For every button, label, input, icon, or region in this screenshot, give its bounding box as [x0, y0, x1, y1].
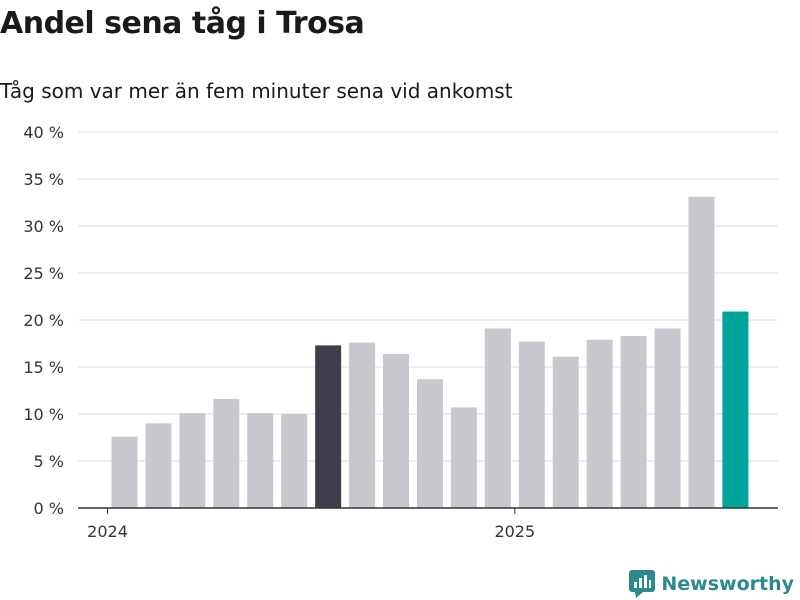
y-tick-label: 0 % [34, 499, 64, 518]
bar-2024-12 [484, 328, 511, 508]
bars [111, 196, 749, 509]
bar-2025-03 [586, 339, 613, 508]
axes: 0 % 5 % 10 % 15 % 20 % 25 % 30 % 35 % 40 % 2024 20… [23, 123, 778, 541]
bar-2025-06 [688, 196, 715, 509]
bar-2024-11 [450, 407, 477, 508]
brand-logo: Newsworthy [629, 570, 794, 598]
y-tick-label: 40 % [23, 123, 64, 142]
y-tick-label: 25 % [23, 264, 64, 283]
bar-2025-05 [654, 328, 681, 508]
bar-2024-01 [111, 436, 138, 508]
bar-2024-02 [145, 423, 172, 508]
x-tick-label: 2024 [87, 522, 128, 541]
y-tick-label: 10 % [23, 405, 64, 424]
y-tick-label: 5 % [34, 452, 64, 471]
bar-2025-07 [722, 311, 749, 508]
grid-lines [78, 131, 778, 462]
y-tick-label: 15 % [23, 358, 64, 377]
y-tick-label: 35 % [23, 170, 64, 189]
bar-2024-09 [383, 353, 410, 508]
bar-2024-04 [213, 398, 240, 508]
bar-2024-05 [247, 413, 274, 508]
bar-2024-08 [349, 342, 376, 508]
bar-2024-07 [315, 345, 342, 508]
newsworthy-logo-icon [629, 570, 656, 598]
bar-chart: 0 % 5 % 10 % 15 % 20 % 25 % 30 % 35 % 40 % 2024 20… [23, 123, 778, 541]
bar-2025-02 [552, 356, 579, 508]
bar-2025-01 [518, 341, 545, 508]
x-tick-label: 2025 [494, 522, 535, 541]
bar-2025-04 [620, 335, 647, 508]
y-tick-label: 30 % [23, 217, 64, 236]
chart-title: Andel sena tåg i Trosa [0, 6, 365, 41]
y-tick-label: 20 % [23, 311, 64, 330]
bar-2024-10 [416, 379, 443, 508]
brand-name: Newsworthy [661, 573, 794, 595]
bar-2024-03 [179, 413, 206, 508]
chart-subtitle: Tåg som var mer än fem minuter sena vid … [0, 79, 513, 103]
bar-2024-06 [281, 414, 308, 508]
